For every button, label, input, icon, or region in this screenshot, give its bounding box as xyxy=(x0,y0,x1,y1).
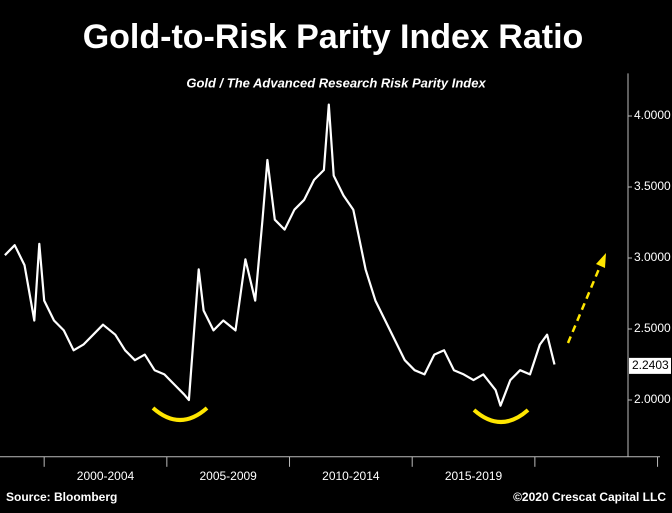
data-line xyxy=(4,103,556,407)
copyright: ©2020 Crescat Capital LLC xyxy=(513,490,666,504)
y-tick-label: 4.0000 xyxy=(634,108,671,122)
last-value-label: 2.2403 xyxy=(632,358,669,372)
trend-arrow xyxy=(566,263,603,344)
y-tick-label: 2.0000 xyxy=(634,392,671,406)
x-tick-label: 2005-2009 xyxy=(199,469,257,483)
chart-subtitle: Gold / The Advanced Research Risk Parity… xyxy=(186,75,486,90)
chart-title: Gold-to-Risk Parity Index Ratio xyxy=(83,18,584,56)
trend-arrow-head xyxy=(596,253,606,268)
last-value-box xyxy=(629,357,671,374)
x-tick-label: 2015-2019 xyxy=(445,469,503,483)
bottom-highlight xyxy=(472,408,530,424)
y-tick-label: 3.0000 xyxy=(634,250,671,264)
x-tick-label: 2010-2014 xyxy=(322,469,380,483)
y-tick-label: 2.5000 xyxy=(634,321,671,335)
bottom-highlight xyxy=(151,406,209,422)
x-tick-label: 2000-2004 xyxy=(77,469,135,483)
source: Source: Bloomberg xyxy=(6,490,117,504)
y-tick-label: 3.5000 xyxy=(634,179,671,193)
